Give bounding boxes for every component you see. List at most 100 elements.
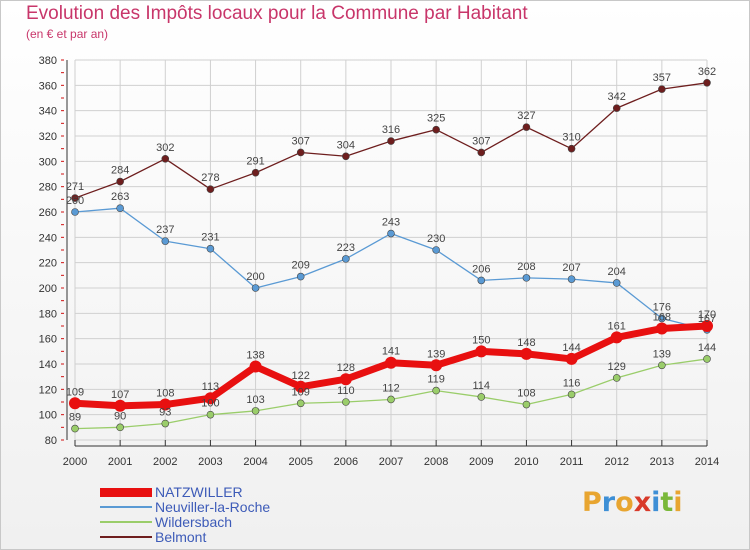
data-point xyxy=(567,390,576,399)
y-tick-label: 160 xyxy=(39,334,57,346)
logo-letter: i xyxy=(651,487,661,518)
data-label: 325 xyxy=(427,113,445,125)
x-tick-label: 2010 xyxy=(514,456,538,468)
x-tick-label: 2007 xyxy=(379,456,403,468)
x-tick-label: 2008 xyxy=(424,456,448,468)
x-tick-label: 2013 xyxy=(650,456,674,468)
data-point xyxy=(658,314,666,323)
data-point xyxy=(296,399,305,408)
data-point xyxy=(206,410,215,419)
data-label: 112 xyxy=(382,382,400,394)
data-label: 271 xyxy=(66,181,84,193)
data-point xyxy=(522,400,531,409)
data-point xyxy=(432,386,440,395)
data-label: 141 xyxy=(382,346,400,358)
data-point xyxy=(703,79,711,87)
legend-swatch xyxy=(100,488,152,497)
data-label: 139 xyxy=(653,348,671,360)
data-label: 113 xyxy=(202,381,220,393)
data-point xyxy=(477,148,486,157)
y-tick-label: 220 xyxy=(39,258,57,270)
data-label: 260 xyxy=(66,195,84,207)
data-label: 316 xyxy=(382,124,400,136)
legend-swatch xyxy=(100,506,152,508)
data-point xyxy=(387,395,395,404)
x-tick-label: 2006 xyxy=(334,456,358,468)
data-label: 204 xyxy=(608,266,626,278)
logo-letter: r xyxy=(601,487,616,518)
legend-label: Neuviller-la-Roche xyxy=(155,499,271,515)
data-label: 109 xyxy=(292,386,310,398)
data-label: 122 xyxy=(292,370,310,382)
data-label: 129 xyxy=(608,361,626,373)
data-point xyxy=(387,137,395,145)
x-tick-label: 2009 xyxy=(469,456,493,468)
data-label: 114 xyxy=(473,380,491,392)
data-point xyxy=(161,419,170,428)
logo-letter: t xyxy=(660,487,674,518)
y-tick-label: 340 xyxy=(39,106,57,118)
data-point xyxy=(520,347,533,360)
data-point xyxy=(294,380,307,393)
data-label: 139 xyxy=(427,348,445,360)
y-tick-label: 100 xyxy=(39,410,57,422)
data-label: 200 xyxy=(246,271,264,283)
data-point xyxy=(567,275,576,283)
data-label: 144 xyxy=(698,342,716,354)
data-label: 93 xyxy=(159,407,171,419)
data-label: 138 xyxy=(246,350,264,362)
data-label: 170 xyxy=(698,309,716,321)
data-label: 89 xyxy=(69,412,81,424)
legend-swatch xyxy=(100,536,152,538)
data-label: 304 xyxy=(337,139,355,151)
x-tick-label: 2003 xyxy=(198,456,222,468)
data-point xyxy=(249,360,262,373)
data-point xyxy=(658,361,666,370)
x-tick-label: 2014 xyxy=(695,456,719,468)
data-label: 150 xyxy=(472,334,490,346)
y-tick-label: 360 xyxy=(39,80,57,92)
data-point xyxy=(114,399,127,412)
y-tick-label: 80 xyxy=(45,435,57,447)
data-label: 168 xyxy=(653,312,671,324)
y-tick-label: 140 xyxy=(39,359,57,371)
x-tick-label: 2011 xyxy=(560,456,584,468)
data-point xyxy=(565,352,578,365)
data-label: 108 xyxy=(156,388,174,400)
data-point xyxy=(432,246,440,254)
data-label: 109 xyxy=(66,386,84,398)
data-point xyxy=(703,355,711,363)
data-label: 103 xyxy=(246,394,264,406)
y-tick-label: 300 xyxy=(39,156,57,168)
data-point xyxy=(477,393,486,401)
y-tick-label: 280 xyxy=(39,182,57,194)
data-label: 327 xyxy=(517,110,535,122)
data-label: 110 xyxy=(337,385,355,397)
data-point xyxy=(522,123,531,131)
data-point xyxy=(251,168,260,177)
data-point xyxy=(522,274,531,282)
data-point xyxy=(251,284,260,292)
legend-label: Wildersbach xyxy=(155,514,233,530)
data-point xyxy=(475,345,488,358)
data-point xyxy=(701,320,713,332)
data-label: 310 xyxy=(562,132,580,144)
x-tick-label: 2005 xyxy=(288,456,312,468)
data-point xyxy=(610,331,623,344)
data-point xyxy=(342,152,350,161)
data-label: 208 xyxy=(517,261,535,273)
data-label: 243 xyxy=(382,217,400,229)
data-label: 108 xyxy=(517,388,535,400)
data-point xyxy=(69,397,81,410)
data-label: 116 xyxy=(563,377,581,389)
y-tick-label: 200 xyxy=(39,283,57,295)
data-point xyxy=(161,155,170,163)
logo-letter: x xyxy=(633,487,652,518)
data-label: 223 xyxy=(337,242,355,254)
data-point xyxy=(339,373,352,386)
data-point xyxy=(612,104,621,112)
data-point xyxy=(296,148,305,157)
proxiti-logo: Proxiti xyxy=(582,487,683,518)
data-label: 230 xyxy=(427,233,445,245)
